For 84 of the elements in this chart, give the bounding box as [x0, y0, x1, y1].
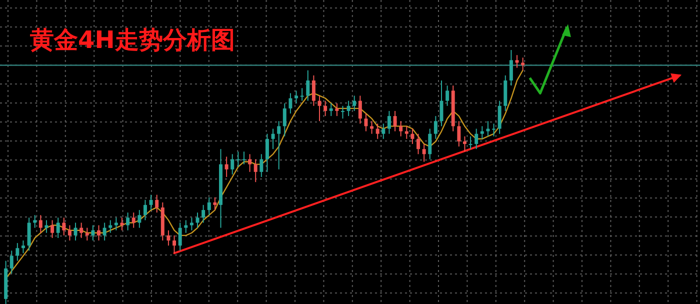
candlestick	[62, 217, 66, 236]
candlestick	[346, 100, 350, 117]
candlestick	[178, 222, 182, 252]
candlestick	[498, 100, 502, 134]
candlestick	[155, 194, 159, 214]
candlestick	[56, 217, 60, 238]
candlestick	[277, 120, 281, 170]
candlestick	[358, 95, 362, 124]
candlestick	[294, 90, 298, 104]
candlestick	[260, 154, 264, 178]
candlestick	[207, 196, 211, 216]
candlestick	[126, 212, 130, 231]
candlestick	[434, 116, 438, 140]
candlestick	[324, 100, 328, 117]
candlestick	[132, 212, 136, 228]
candlestick	[97, 224, 100, 241]
candlestick	[340, 105, 344, 120]
candlestick	[410, 128, 414, 144]
candlestick	[196, 212, 200, 228]
candlestick	[306, 70, 310, 102]
candlestick	[416, 133, 420, 155]
candlestick	[300, 88, 304, 102]
candlestick	[254, 158, 258, 183]
candlestick	[399, 120, 403, 137]
candlestick	[387, 110, 391, 134]
candlestick	[312, 74, 316, 106]
candlestick	[457, 120, 461, 148]
candlestick	[27, 217, 31, 252]
candlestick	[492, 123, 496, 137]
candlestick	[114, 217, 118, 231]
candlestick	[404, 126, 408, 140]
candlestick	[515, 54, 519, 68]
candlestick	[213, 196, 217, 211]
candlestick	[224, 156, 228, 178]
candlestick	[184, 220, 188, 234]
candlestick	[21, 240, 25, 254]
candlestick	[271, 128, 275, 150]
candlestick	[149, 194, 153, 211]
candlestick	[44, 220, 48, 234]
candlestick	[33, 214, 37, 228]
candlestick	[521, 57, 525, 71]
candlestick	[329, 102, 333, 117]
candlestick	[462, 136, 466, 152]
candlestick	[236, 151, 240, 168]
candlestick	[16, 242, 20, 262]
candlestick	[10, 250, 14, 274]
candlestick	[480, 126, 484, 140]
candlestick	[68, 224, 72, 241]
candlestick	[190, 217, 194, 231]
candlestick	[108, 220, 112, 234]
candlestick	[120, 217, 124, 231]
candlestick	[335, 102, 339, 117]
candlestick	[38, 214, 42, 234]
candlestick	[352, 95, 356, 112]
candlestick	[91, 224, 95, 241]
candlestick	[486, 120, 490, 137]
candlestick	[422, 143, 426, 162]
candlestick	[230, 154, 234, 175]
candlestick	[143, 199, 147, 221]
candlestick	[172, 234, 176, 254]
candlestick	[74, 222, 78, 241]
candlestick	[50, 220, 54, 238]
candlestick	[102, 222, 106, 241]
candlestick	[85, 227, 89, 241]
candlestick	[509, 50, 513, 86]
candlestick	[376, 123, 380, 140]
candlestick	[393, 110, 397, 132]
candlestick	[80, 222, 84, 238]
candlestick	[265, 133, 269, 172]
candlestick	[166, 230, 170, 246]
candlestick	[382, 123, 386, 140]
candlestick	[138, 210, 142, 228]
candlestick	[248, 154, 252, 172]
candlestick	[370, 120, 374, 134]
candlestick	[364, 113, 368, 132]
candlestick	[474, 128, 478, 150]
title: 黄金4H走势分析图	[30, 26, 235, 54]
candlestick	[446, 85, 450, 106]
candlestick	[288, 92, 292, 114]
candlestick	[282, 102, 286, 137]
candlestick	[242, 151, 246, 165]
candlestick	[468, 136, 472, 150]
candlestick	[428, 128, 432, 160]
candlestick	[202, 204, 206, 224]
